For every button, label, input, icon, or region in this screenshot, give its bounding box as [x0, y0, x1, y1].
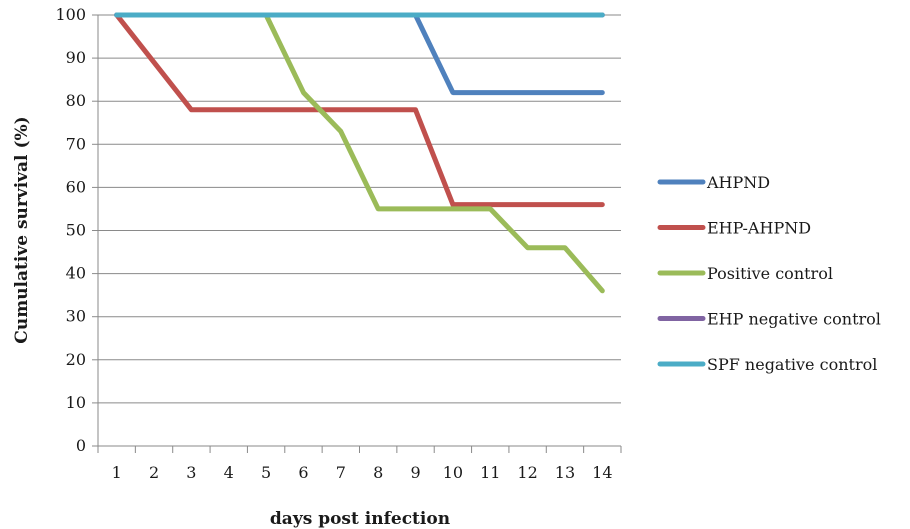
legend-label: SPF negative control — [707, 355, 877, 374]
x-tick-label: 7 — [336, 463, 346, 482]
series-line — [263, 12, 605, 294]
x-axis-title: days post infection — [270, 509, 450, 529]
y-tick-label: 40 — [66, 264, 86, 283]
y-tick-label: 10 — [66, 393, 86, 412]
x-tick-label: 5 — [261, 463, 271, 482]
axes — [92, 14, 622, 453]
x-tick-label: 11 — [480, 463, 500, 482]
x-tick-label: 13 — [555, 463, 575, 482]
legend-label: AHPND — [706, 173, 770, 192]
x-tick-label: 6 — [298, 463, 308, 482]
y-tick-label: 70 — [66, 134, 86, 153]
series-lines — [114, 12, 605, 294]
y-tick-label: 0 — [76, 436, 86, 455]
legend-label: Positive control — [707, 264, 833, 283]
x-tick-label: 4 — [224, 463, 234, 482]
x-tick-label: 14 — [592, 463, 612, 482]
legend-label: EHP-AHPND — [707, 219, 811, 238]
x-tick-label: 2 — [149, 463, 159, 482]
legend-label: EHP negative control — [707, 310, 881, 329]
x-tick-label: 9 — [410, 463, 420, 482]
x-tick-label: 10 — [443, 463, 463, 482]
y-tick-label: 50 — [66, 221, 86, 240]
x-tick-label: 1 — [112, 463, 122, 482]
y-tick-label: 80 — [66, 91, 86, 110]
gridlines — [98, 14, 621, 404]
legend: AHPND EHP-AHPND Positive control EHP negati… — [657, 173, 881, 374]
x-tick-label: 8 — [373, 463, 383, 482]
y-axis-title: Cumulative survival (%) — [12, 116, 32, 343]
y-tick-label: 90 — [66, 48, 86, 67]
y-tick-label: 30 — [66, 307, 86, 326]
y-tick-label: 20 — [66, 350, 86, 369]
series-line — [114, 12, 605, 96]
series-line — [114, 12, 605, 208]
x-tick-label: 3 — [186, 463, 196, 482]
y-tick-label: 60 — [66, 177, 86, 196]
y-tick-label: 100 — [55, 5, 86, 24]
x-tick-label: 12 — [517, 463, 537, 482]
